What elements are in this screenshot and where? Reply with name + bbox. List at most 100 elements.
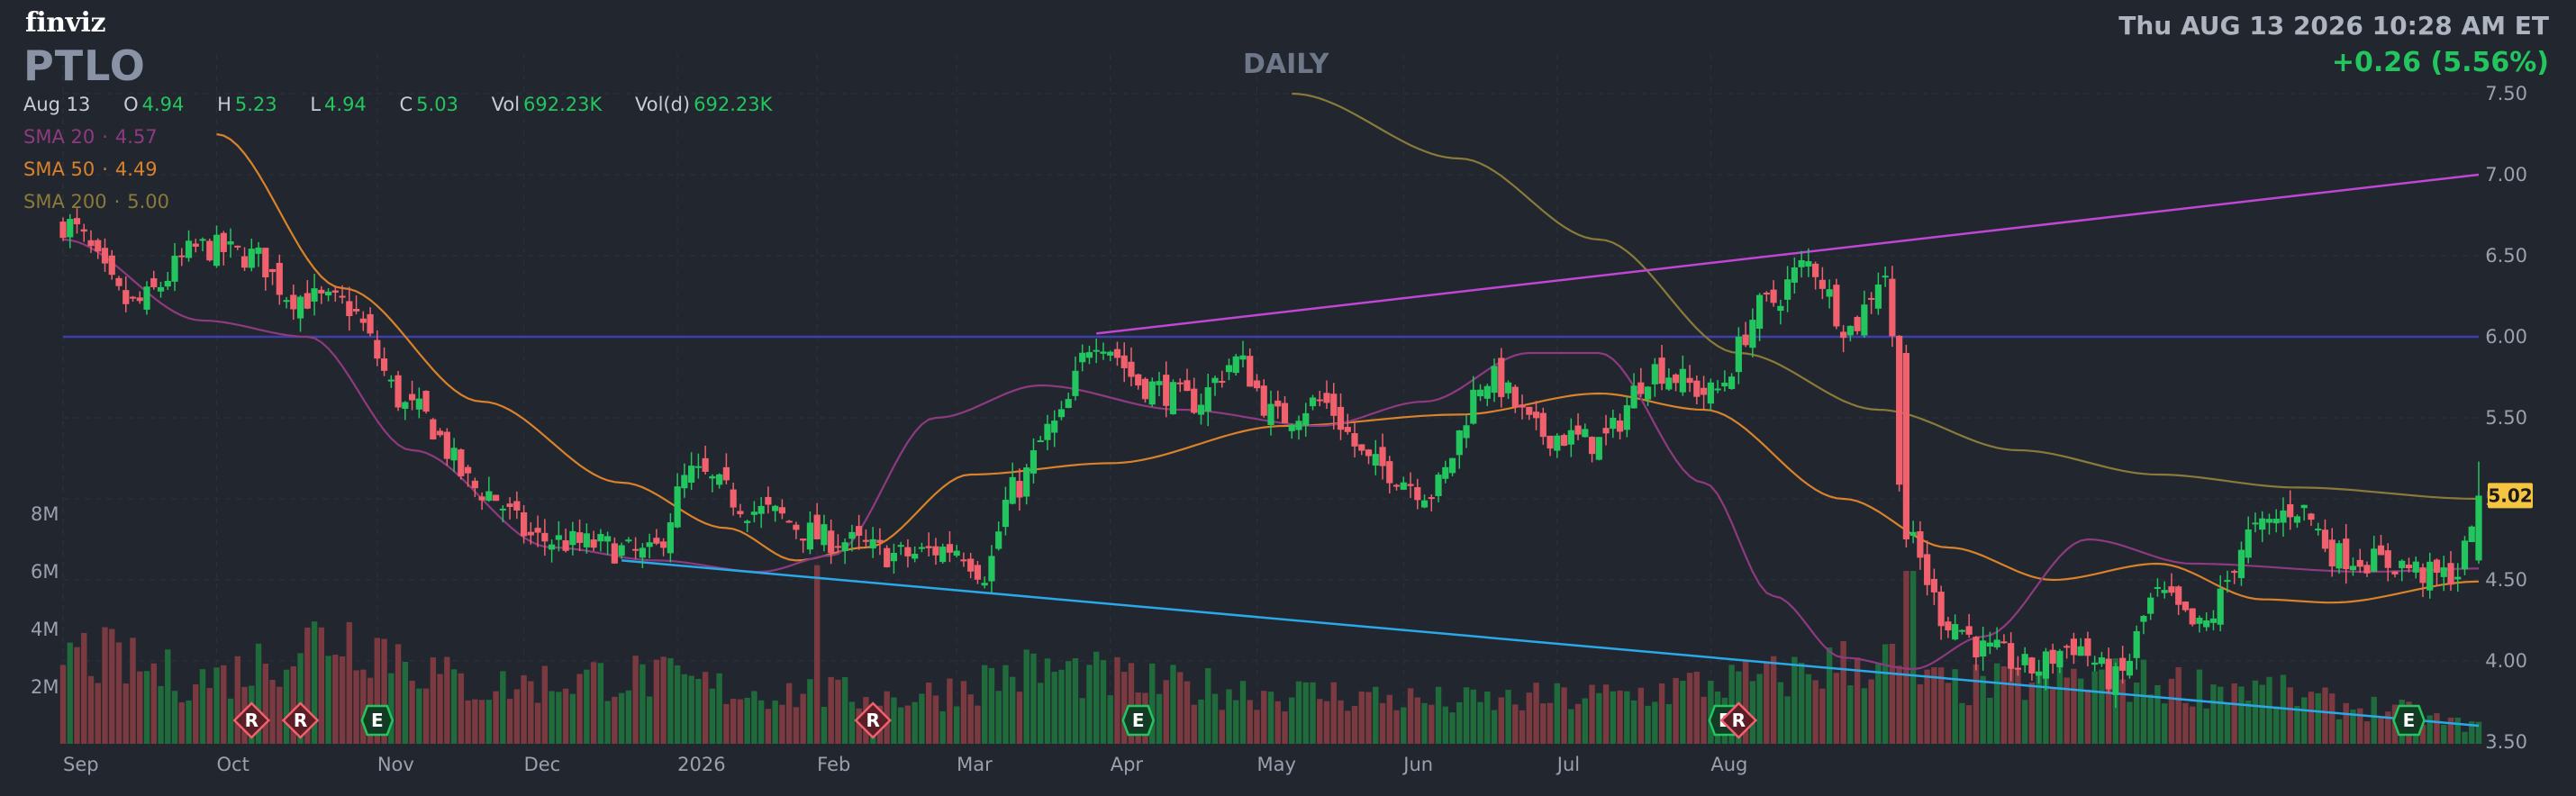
- candle-body: [953, 550, 960, 556]
- candle-body: [2245, 529, 2252, 558]
- volume-bar: [988, 667, 995, 744]
- candle-body: [506, 503, 513, 508]
- volume-bar: [1973, 664, 1980, 744]
- candle-body: [2363, 565, 2371, 574]
- candle-body: [932, 546, 939, 556]
- candle-body: [1504, 382, 1512, 393]
- volume-bar: [1610, 691, 1617, 744]
- candle-body: [311, 288, 318, 302]
- candle-body: [2412, 561, 2419, 573]
- candle-body: [2105, 658, 2112, 690]
- candle-body: [485, 491, 493, 502]
- volume-bar: [458, 673, 465, 744]
- volume-bar: [2462, 731, 2468, 744]
- marker-shape: [1719, 701, 1758, 739]
- price-change: +0.26 (5.56%): [2331, 47, 2549, 78]
- volume-axis: 8M 6M 4M 2M: [31, 503, 59, 698]
- candle-body: [1937, 592, 1945, 627]
- candle-body: [59, 222, 67, 239]
- candle-body: [1630, 385, 1637, 409]
- volume-bar: [835, 679, 841, 744]
- volume-bar: [1470, 689, 1476, 744]
- candle-body: [2371, 548, 2378, 572]
- candle-body: [1874, 285, 1882, 309]
- candle-body: [2175, 586, 2182, 605]
- candle-body: [346, 301, 353, 317]
- volume-bar: [87, 675, 95, 744]
- candle-body: [2084, 638, 2091, 656]
- volume-bar: [1742, 661, 1749, 744]
- candle-body: [1051, 421, 1058, 433]
- candle-body: [688, 466, 695, 484]
- volume-bar: [2469, 721, 2475, 744]
- volume-bar: [437, 674, 443, 744]
- candle-body: [1889, 278, 1896, 337]
- candle-body: [897, 545, 904, 547]
- volume-bar: [1295, 681, 1302, 744]
- volume-bar: [751, 691, 757, 744]
- candle-body: [2259, 518, 2266, 530]
- candle-body: [667, 522, 674, 554]
- volume-bar: [1505, 690, 1511, 744]
- volume-bar: [500, 671, 506, 744]
- candle-body: [1470, 389, 1477, 424]
- candle-body: [2049, 649, 2056, 665]
- candle-body: [87, 240, 95, 247]
- volume-bar: [1219, 710, 1225, 744]
- volume-bar: [1665, 703, 1673, 744]
- candle-body: [772, 505, 779, 511]
- volume-bar: [2036, 673, 2042, 744]
- volume-bar: [290, 665, 296, 744]
- candle-body: [1093, 349, 1100, 352]
- marker-shape: [281, 701, 320, 739]
- candle-body: [2391, 571, 2399, 574]
- volume-bar: [2252, 680, 2259, 744]
- volume-bar: [193, 683, 199, 744]
- volume-bar: [1477, 701, 1483, 744]
- candle-body: [2237, 549, 2245, 579]
- candle-body: [471, 480, 478, 489]
- volume-bar: [2385, 711, 2391, 744]
- volume-bar: [409, 680, 415, 744]
- candle-body: [213, 234, 221, 267]
- candle-body: [967, 558, 975, 572]
- candle-body: [450, 448, 458, 461]
- candle-body: [1665, 377, 1673, 390]
- candle-body: [192, 243, 199, 247]
- volume-bar: [332, 655, 339, 744]
- candle-body: [1148, 381, 1156, 405]
- candle-body: [1483, 385, 1491, 399]
- volume-bar: [1386, 694, 1392, 744]
- candle-body: [67, 219, 74, 238]
- volume-bar: [1602, 684, 1610, 744]
- candle-body: [443, 431, 450, 459]
- candle-body: [2475, 495, 2482, 561]
- candle-body: [1023, 467, 1030, 497]
- volume-bar: [1030, 653, 1037, 744]
- volume-bar: [1038, 683, 1044, 744]
- volume-bar: [528, 681, 534, 744]
- resistance-trendline: [1096, 173, 2480, 335]
- candle-body: [73, 218, 81, 225]
- volume-bar: [2329, 693, 2336, 744]
- volume-bar: [2371, 696, 2377, 744]
- volume-bar: [1708, 680, 1714, 744]
- candle-body: [1756, 294, 1764, 330]
- candle-body: [821, 524, 828, 546]
- volume-bar: [1023, 649, 1029, 744]
- finviz-logo[interactable]: finviz: [25, 7, 105, 39]
- candle-body: [876, 539, 884, 543]
- candle-body: [1463, 425, 1470, 439]
- volume-bar: [848, 701, 856, 744]
- volume-bar: [688, 675, 694, 744]
- volume-bar: [1379, 702, 1386, 744]
- candle-body: [1365, 449, 1373, 457]
- volume-bar: [1002, 665, 1009, 744]
- high-value: 5.23: [234, 94, 277, 115]
- candle-body: [1309, 397, 1317, 407]
- candles: [59, 208, 2482, 709]
- candle-body: [1602, 428, 1610, 434]
- volume-bar: [967, 694, 974, 744]
- volume-bar: [262, 664, 268, 744]
